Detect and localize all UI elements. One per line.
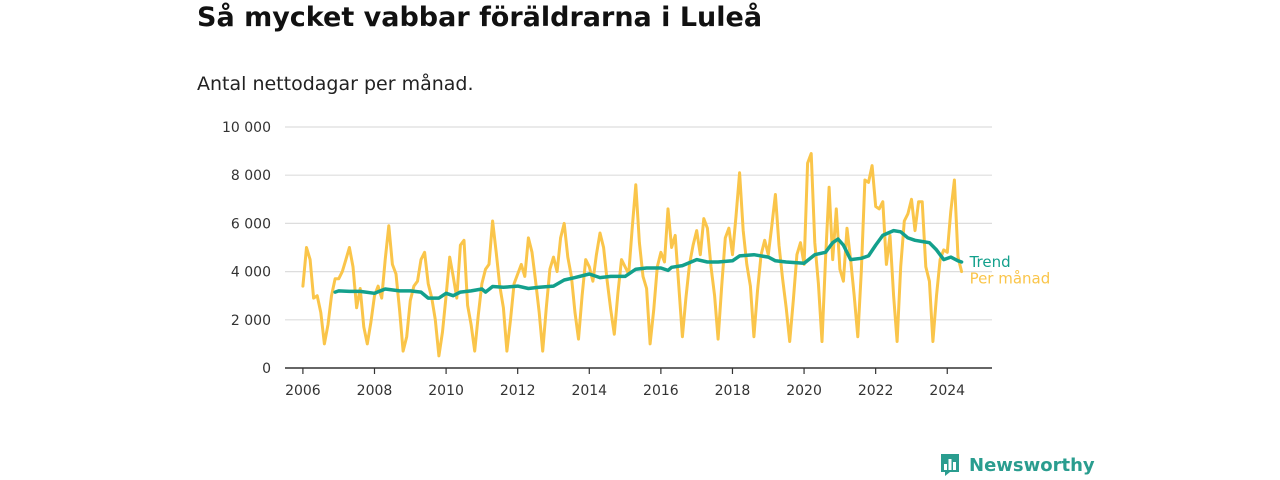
- y-tick-label: 0: [262, 361, 271, 377]
- y-tick-label: 4 000: [231, 265, 271, 281]
- x-tick-label: 2024: [929, 383, 965, 399]
- series-label-trend: Trend: [969, 253, 1011, 271]
- chart-subtitle: Antal nettodagar per månad.: [197, 73, 474, 95]
- x-tick-label: 2022: [858, 383, 894, 399]
- x-tick-label: 2014: [571, 383, 607, 399]
- x-tick-label: 2006: [285, 383, 321, 399]
- x-tick-label: 2012: [500, 383, 536, 399]
- series: [301, 152, 964, 358]
- y-tick-label: 2 000: [231, 313, 271, 329]
- x-tick-label: 2010: [428, 383, 464, 399]
- y-tick-label: 8 000: [231, 168, 271, 184]
- series-label-per-manad: Per månad: [970, 270, 1051, 288]
- newsworthy-logo-text: Newsworthy: [969, 454, 1095, 476]
- y-tick-label: 10 000: [222, 120, 271, 136]
- chart-title: Så mycket vabbar föräldrarna i Luleå: [197, 2, 763, 33]
- y-tick-label: 6 000: [231, 216, 271, 232]
- series-line-per-manad: [301, 152, 964, 358]
- x-tick-label: 2008: [357, 383, 393, 399]
- axes: 0 2 000 4 000 6 000 8 000 10 000 2006 2008 2010 2…: [222, 120, 992, 399]
- x-tick-label: 2020: [786, 383, 822, 399]
- x-tick-label: 2018: [715, 383, 751, 399]
- x-tick-label: 2016: [643, 383, 679, 399]
- series-line-trend: [333, 228, 964, 300]
- newsworthy-logo[interactable]: Newsworthy: [939, 451, 1095, 479]
- newsworthy-logo-icon: [941, 454, 959, 476]
